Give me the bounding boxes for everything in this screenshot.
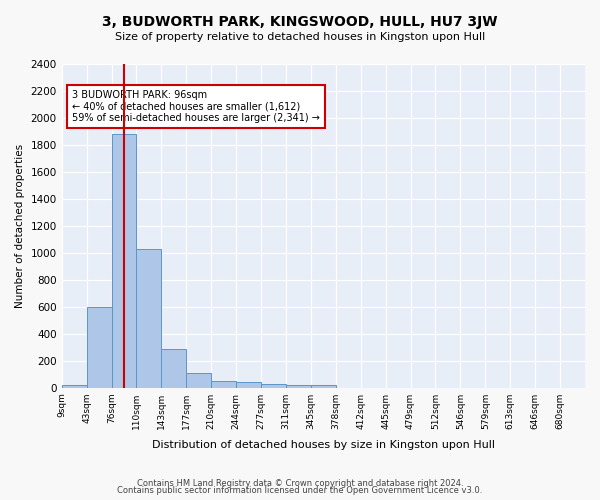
Bar	[286, 385, 311, 388]
Y-axis label: Number of detached properties: Number of detached properties	[15, 144, 25, 308]
Bar	[136, 249, 161, 388]
Text: Contains HM Land Registry data © Crown copyright and database right 2024.: Contains HM Land Registry data © Crown c…	[137, 478, 463, 488]
Bar	[112, 134, 136, 388]
Bar	[236, 382, 261, 388]
X-axis label: Distribution of detached houses by size in Kingston upon Hull: Distribution of detached houses by size …	[152, 440, 495, 450]
Text: 3 BUDWORTH PARK: 96sqm
← 40% of detached houses are smaller (1,612)
59% of semi-: 3 BUDWORTH PARK: 96sqm ← 40% of detached…	[72, 90, 320, 123]
Text: 3, BUDWORTH PARK, KINGSWOOD, HULL, HU7 3JW: 3, BUDWORTH PARK, KINGSWOOD, HULL, HU7 3…	[102, 15, 498, 29]
Bar	[62, 385, 86, 388]
Bar	[261, 384, 286, 388]
Text: Size of property relative to detached houses in Kingston upon Hull: Size of property relative to detached ho…	[115, 32, 485, 42]
Text: Contains public sector information licensed under the Open Government Licence v3: Contains public sector information licen…	[118, 486, 482, 495]
Bar	[86, 306, 112, 388]
Bar	[311, 385, 336, 388]
Bar	[186, 373, 211, 388]
Bar	[211, 381, 236, 388]
Bar	[161, 348, 186, 388]
